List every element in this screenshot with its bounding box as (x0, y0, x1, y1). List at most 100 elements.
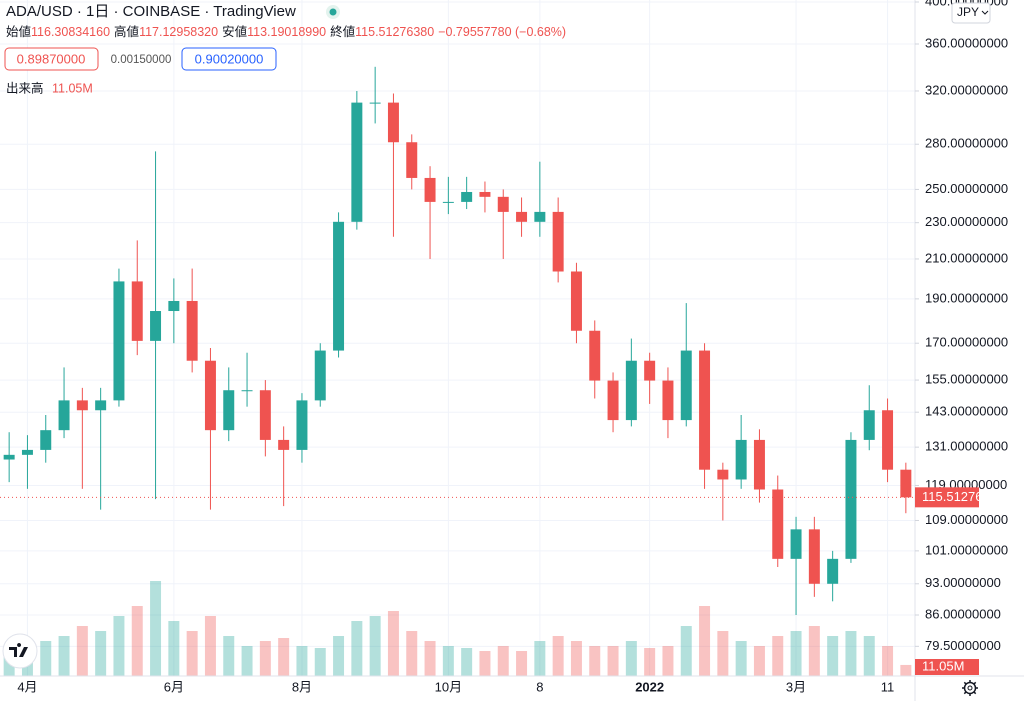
volume-bar (863, 636, 875, 676)
volume-legend-value: 11.05M (52, 81, 93, 95)
volume-bar (95, 631, 107, 676)
y-tick-label: 155.00000000 (925, 372, 1008, 387)
candle-body (753, 439, 765, 490)
candle-body (241, 390, 253, 392)
ohlc-value: 116.30834160 (31, 25, 110, 39)
candle-body (827, 558, 839, 584)
volume-bar (314, 648, 326, 676)
candle-body (424, 177, 436, 202)
candle-body (333, 221, 345, 351)
y-tick-label: 230.00000000 (925, 214, 1008, 229)
volume-legend-label: 出来高 (6, 80, 44, 95)
ask-box[interactable] (181, 47, 277, 71)
candle-body (534, 211, 546, 222)
volume-bar (131, 606, 143, 676)
volume-bar (699, 606, 711, 676)
volume-bar (333, 636, 345, 676)
x-tick-label: 4月 (17, 679, 37, 694)
last-price-tag (915, 487, 979, 508)
currency-button[interactable] (951, 2, 991, 24)
candle-body (442, 201, 454, 203)
volume-bar (882, 646, 894, 676)
candle-body (406, 142, 418, 178)
y-tick-label: 143.00000000 (925, 404, 1008, 419)
y-tick-label: 320.00000000 (925, 82, 1008, 97)
tv-logo[interactable] (2, 633, 38, 669)
volume-bar (680, 626, 692, 676)
volume-bar (717, 631, 729, 676)
candle-body (387, 102, 399, 143)
volume-bar (662, 646, 674, 676)
candle-body (259, 390, 271, 440)
candle-body (790, 529, 802, 559)
volume-bar (113, 616, 125, 676)
ask-price: 0.90020000 (195, 51, 264, 66)
volume-bar (552, 636, 564, 676)
y-tick-label: 280.00000000 (925, 136, 1008, 151)
candle-body (21, 449, 33, 455)
candle-body (204, 360, 216, 431)
candle-body (625, 360, 637, 421)
candle-body (516, 211, 528, 222)
candle-body (168, 300, 180, 312)
candle-body (735, 439, 747, 480)
volume-layer (3, 581, 912, 676)
ohlc-label: 高値 (114, 24, 139, 39)
x-tick-label: 3月 (786, 679, 806, 694)
volume-bar (204, 616, 216, 676)
volume-bar (442, 646, 454, 676)
settings-icon[interactable] (962, 680, 978, 696)
symbol-title: ADA/USD · 1日 · COINBASE · TradingView (6, 3, 296, 20)
candle-body (223, 390, 235, 431)
x-tick-label: 6月 (164, 679, 184, 694)
currency-label: JPY (957, 5, 979, 19)
y-tick-label: 101.00000000 (925, 542, 1008, 557)
volume-bar (497, 646, 509, 676)
volume-bar (735, 641, 747, 676)
candle-body (351, 102, 363, 222)
x-tick-label: 2022 (635, 679, 664, 694)
candle-body (131, 281, 143, 341)
candle-body (607, 380, 619, 421)
volume-bar (223, 636, 235, 676)
volume-bar (625, 641, 637, 676)
bid-box[interactable] (4, 47, 99, 71)
volume-bar (168, 621, 180, 676)
candle-body (644, 360, 656, 381)
last-price-label: 115.51276380 (922, 489, 1004, 504)
volume-bar (808, 626, 820, 676)
candle-body (772, 489, 784, 559)
volume-bar (40, 641, 52, 676)
ohlc-value: 113.19018990 (247, 25, 326, 39)
candle-body (95, 400, 107, 411)
x-tick-label: 8月 (292, 679, 312, 694)
ohlc-value: 117.12958320 (139, 25, 218, 39)
volume-bar (259, 641, 271, 676)
volume-bar (424, 641, 436, 676)
volume-bar (58, 636, 70, 676)
candle-body (552, 211, 564, 272)
axes: 79.50000000 86.00000000 93.00000000 101.000… (17, 0, 1008, 694)
y-tick-label: 79.50000000 (925, 638, 1001, 653)
y-tick-label: 360.00000000 (925, 35, 1008, 50)
candle-body (113, 281, 125, 401)
gear-center (967, 685, 973, 691)
volume-bar (278, 638, 290, 676)
ohlc-value: 115.51276380 (355, 25, 434, 39)
candle-body (3, 454, 15, 460)
candle-body (863, 410, 875, 440)
candle-body (58, 400, 70, 431)
volume-tag (915, 659, 979, 675)
candle-body (461, 191, 473, 202)
candle-body (278, 439, 290, 450)
volume-bar (296, 646, 308, 676)
volume-bar (516, 651, 528, 676)
candle-body (570, 271, 582, 331)
bid-price: 0.89870000 (17, 51, 86, 66)
candle-body (662, 380, 674, 421)
candle-body (314, 350, 326, 401)
volume-bar (369, 616, 381, 676)
candle-body (479, 191, 491, 197)
x-tick-label: 11 (881, 679, 895, 694)
